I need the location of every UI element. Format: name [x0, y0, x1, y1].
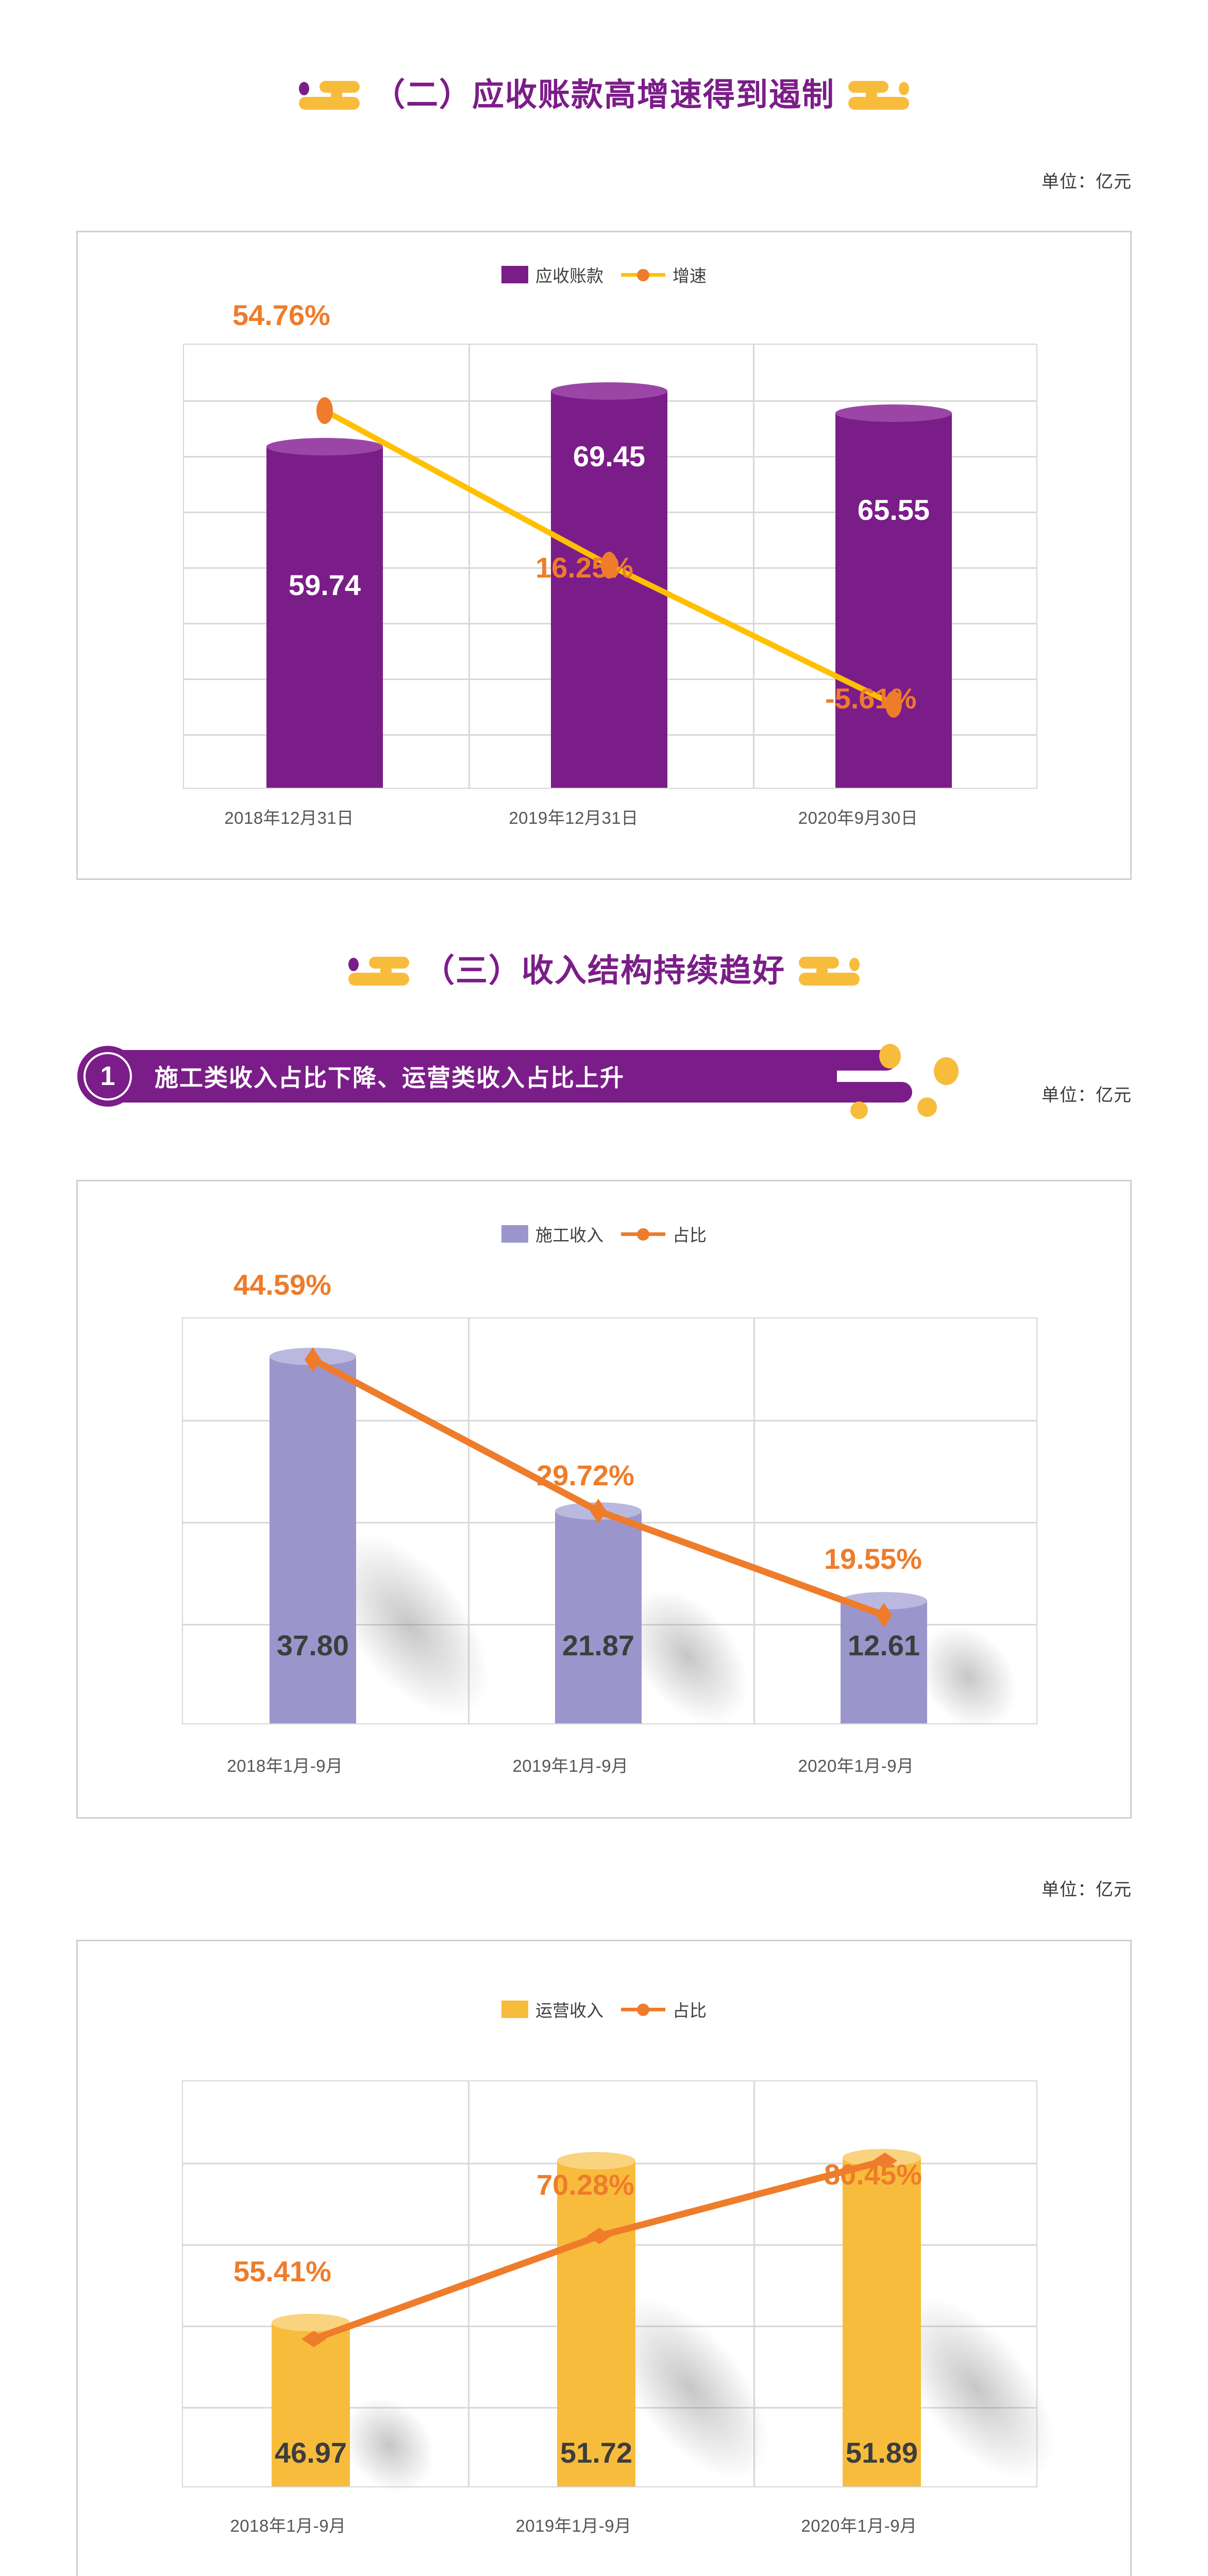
bar-value-label: 51.72 [560, 2436, 633, 2469]
pct-label-2020: 19.55% [824, 1543, 922, 1575]
bar-value-label: 69.45 [573, 440, 646, 472]
bar-value-label: 21.87 [562, 1629, 635, 1662]
banner-dot-icon [879, 1044, 901, 1069]
bar-construction-2020[interactable]: 12.61 [841, 1592, 927, 1723]
bar-value-label: 46.97 [274, 2436, 347, 2469]
gridline-vertical [468, 345, 470, 788]
legend-item-growth[interactable]: 增速 [621, 262, 707, 287]
chart-construction-panel: 施工收入 占比 37.80 21.87 [76, 1180, 1132, 1819]
section-three-title: （三）收入结构持续趋好 [422, 953, 785, 989]
xtick-label: 2020年9月30日 [798, 808, 918, 827]
banner-number-badge: 1 [77, 1046, 138, 1107]
bar-construction-2018[interactable]: 37.80 [270, 1348, 356, 1723]
legend-item-operation-revenue[interactable]: 运营收入 [501, 1997, 603, 2022]
bar-receivables-2018[interactable]: 59.74 [266, 438, 383, 788]
legend-label-receivables: 应收账款 [535, 266, 603, 285]
chart-receivables-legend: 应收账款 增速 [78, 262, 1130, 287]
legend-swatch-construction-icon [501, 1225, 528, 1243]
bar-receivables-2019[interactable]: 69.45 [551, 382, 667, 788]
chart-operation-panel: 运营收入 占比 46.97 51.72 [76, 1940, 1132, 2576]
legend-label-share: 占比 [673, 1226, 707, 1245]
xtick-label: 2019年12月31日 [509, 808, 639, 827]
bar-value-label: 65.55 [857, 494, 930, 526]
gridline-vertical [468, 2081, 469, 2486]
xtick-label: 2018年1月-9月 [230, 2516, 346, 2535]
unit-label-chart3: 单位：亿元 [1042, 1880, 1132, 1900]
legend-label-growth: 增速 [673, 266, 707, 285]
xtick-label: 2019年1月-9月 [512, 1756, 629, 1775]
gridline-vertical [468, 1318, 469, 1723]
xtick-label: 2018年12月31日 [224, 808, 354, 827]
unit-label-chart2: 单位：亿元 [1042, 1086, 1132, 1105]
bar-value-label: 12.61 [847, 1629, 920, 1662]
xtick-label: 2020年1月-9月 [798, 1756, 914, 1775]
pct-label-2019: 29.72% [536, 1459, 634, 1492]
legend-line-share-icon [621, 1225, 665, 1243]
xtick-label: 2018年1月-9月 [227, 1756, 343, 1775]
bar-construction-2019[interactable]: 21.87 [555, 1502, 642, 1723]
heading-ornament-right-icon [848, 77, 909, 114]
legend-swatch-receivables-icon [501, 266, 528, 283]
legend-label-operation-revenue: 运营收入 [535, 2001, 603, 2020]
bar-operation-2020[interactable]: 51.89 [843, 2149, 921, 2486]
legend-label-construction-revenue: 施工收入 [535, 1226, 603, 1245]
banner-tail-decoration [814, 1050, 922, 1103]
legend-label-share: 占比 [673, 2001, 707, 2020]
chart-construction-legend: 施工收入 占比 [78, 1222, 1130, 1246]
legend-line-share-icon [621, 2001, 665, 2018]
xtick-label: 2020年1月-9月 [801, 2516, 917, 2535]
section-two-heading: （二）应收账款高增速得到遏制 [0, 72, 1208, 118]
banner-text: 施工类收入占比下降、运营类收入占比上升 [155, 1064, 625, 1091]
legend-line-growth-icon [621, 266, 665, 283]
legend-item-receivables[interactable]: 应收账款 [501, 262, 603, 287]
banner-dot-icon [850, 1101, 868, 1119]
pct-label-2019: 16.25% [535, 551, 633, 584]
bar-value-label: 37.80 [276, 1629, 349, 1662]
pct-label-2020: -5.61% [825, 682, 917, 715]
gridline-vertical [753, 345, 754, 788]
gridline-vertical [753, 1318, 755, 1723]
gridline-vertical [753, 2081, 755, 2486]
chart-construction-plot: 37.80 21.87 12.61 [182, 1317, 1037, 1749]
unit-label-chart1: 单位：亿元 [1042, 172, 1132, 192]
pct-label-2018: 44.59% [233, 1268, 331, 1301]
section-two-title: （二）应收账款高增速得到遏制 [373, 77, 835, 113]
banner-dot-icon [917, 1097, 937, 1117]
legend-item-share[interactable]: 占比 [621, 1997, 707, 2022]
bar-receivables-2020[interactable]: 65.55 [835, 404, 952, 788]
banner-bar [109, 1050, 837, 1103]
pct-label-2018: 55.41% [233, 2255, 331, 2287]
pct-label-2019: 70.28% [536, 2168, 634, 2201]
banner-number: 1 [83, 1052, 132, 1100]
bar-value-label: 51.89 [845, 2436, 918, 2469]
subsection-banner: 1 施工类收入占比下降、运营类收入占比上升 [77, 1044, 959, 1119]
heading-ornament-left-icon [348, 953, 409, 990]
bar-value-label: 59.74 [288, 569, 361, 601]
pct-label-2018: 54.76% [232, 299, 330, 331]
bar-operation-2019[interactable]: 51.72 [557, 2152, 635, 2486]
section-three-heading: （三）收入结构持续趋好 [0, 948, 1208, 994]
heading-ornament-right-icon [799, 953, 860, 990]
heading-ornament-left-icon [298, 77, 360, 114]
chart-receivables-panel: 应收账款 增速 59.74 69.45 [76, 231, 1132, 880]
legend-item-share[interactable]: 占比 [621, 1222, 707, 1246]
chart-receivables-plot: 59.74 69.45 65.55 [183, 344, 1037, 789]
legend-item-construction-revenue[interactable]: 施工收入 [501, 1222, 603, 1246]
legend-swatch-operation-icon [501, 2001, 528, 2018]
banner-dot-icon [934, 1057, 959, 1085]
xtick-label: 2019年1月-9月 [515, 2516, 632, 2535]
bar-operation-2018[interactable]: 46.97 [272, 2314, 350, 2486]
chart-operation-legend: 运营收入 占比 [78, 1997, 1130, 2022]
pct-label-2020: 80.45% [824, 2158, 922, 2191]
